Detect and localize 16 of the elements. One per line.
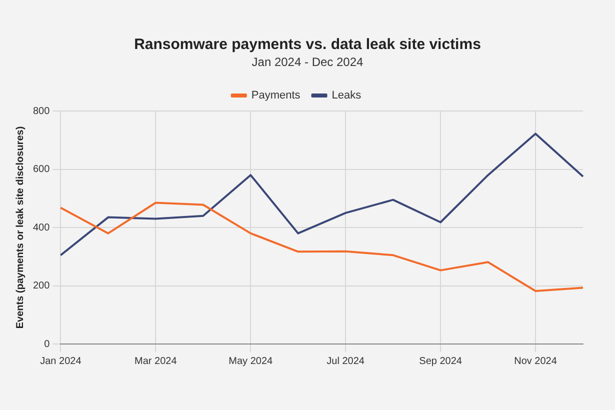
x-tick-label: Jul 2024 <box>326 356 365 367</box>
x-tick-label: Jan 2024 <box>40 356 82 367</box>
x-tick-label: Sep 2024 <box>419 356 462 367</box>
x-tick-label: May 2024 <box>228 356 274 367</box>
y-tick-label: 600 <box>32 164 50 175</box>
chart-subtitle: Jan 2024 - Dec 2024 <box>250 55 364 69</box>
y-tick-label: 200 <box>32 280 50 292</box>
legend-label: Leaks <box>332 90 362 102</box>
chart-title: Ransomware payments vs. data leak site victims <box>133 36 482 53</box>
y-axis-title: Events (payments or leak site disclosures) <box>14 126 26 329</box>
y-tick-label: 400 <box>32 222 50 234</box>
y-tick-label: 0 <box>44 338 50 350</box>
legend-label: Payments <box>251 90 301 102</box>
y-tick-label: 800 <box>32 106 50 117</box>
x-tick-label: Mar 2024 <box>134 356 178 367</box>
x-tick-label: Nov 2024 <box>514 356 558 367</box>
